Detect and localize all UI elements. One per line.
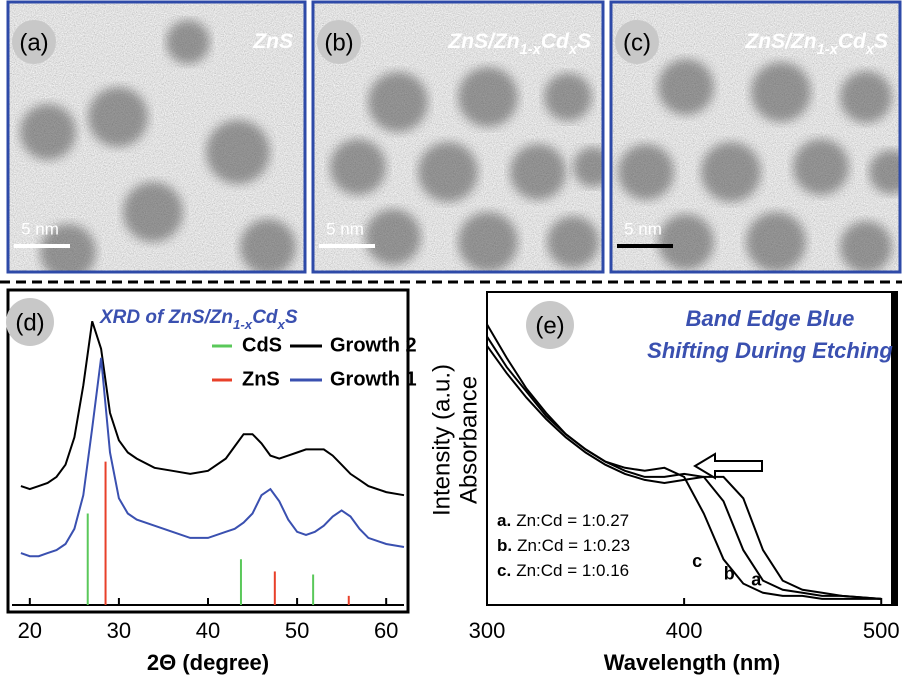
panel-label: (a) (19, 29, 48, 56)
shift-arrow (695, 454, 762, 478)
nanoparticle (840, 221, 892, 273)
legend-label: Growth 2 (330, 334, 417, 356)
x-axis-label: Wavelength (nm) (604, 650, 780, 675)
nanoparticle (510, 144, 566, 200)
nanoparticle (544, 73, 592, 121)
nanoparticle (123, 182, 183, 242)
nanoparticle (840, 71, 892, 123)
x-tick-label: 50 (285, 618, 309, 643)
legend-label: Growth 1 (330, 368, 417, 390)
curve-label: b (724, 563, 735, 583)
legend-note: c. Zn:Cd = 1:0.16 (497, 561, 629, 580)
nanoparticle (206, 120, 270, 184)
nanoparticle (418, 142, 478, 202)
scale-label: 5 nm (326, 219, 364, 238)
title-part: 1-x (817, 42, 839, 58)
legend-label: CdS (242, 334, 282, 356)
nanoparticle (368, 72, 428, 132)
x-tick-label: 300 (469, 618, 506, 643)
chart-title: XRD of ZnS/Zn1-xCdxS (99, 307, 298, 332)
nanoparticle (618, 144, 674, 200)
nanoparticle (746, 212, 806, 272)
title-part: S (285, 307, 298, 328)
nanoparticle (88, 87, 148, 147)
data-line (487, 337, 881, 599)
chart-title: Shifting During Etching (647, 338, 893, 363)
title-part: Cd (541, 30, 570, 53)
nanoparticle (458, 67, 518, 127)
panel-label: (d) (15, 309, 44, 336)
title-part: 1-x (520, 42, 542, 58)
title-part: S (577, 30, 591, 53)
nanoparticle (365, 209, 421, 265)
note-text: Zn:Cd = 1:0.16 (516, 561, 629, 580)
x-tick-label: 40 (196, 618, 220, 643)
nanoparticle (793, 139, 849, 195)
title-part: S (874, 30, 888, 53)
scale-label: 5 nm (624, 219, 662, 238)
panel-label: (e) (535, 312, 564, 339)
title-part: ZnS/Zn (744, 30, 816, 53)
nanoparticle (458, 212, 518, 272)
y-axis-label: Absorbance (455, 376, 482, 504)
nanoparticle (547, 216, 599, 268)
scale-label: 5 nm (21, 219, 59, 238)
legend-note: b. Zn:Cd = 1:0.23 (497, 536, 630, 555)
title-part: Cd (838, 30, 867, 53)
nanoparticle (658, 59, 714, 115)
note-key: c. (497, 561, 511, 580)
nanoparticle (20, 104, 76, 160)
legend-note: a. Zn:Cd = 1:0.27 (497, 511, 629, 530)
title-part: 1-x (233, 317, 253, 332)
x-tick-label: 30 (107, 618, 131, 643)
x-axis-label: 2Θ (degree) (147, 650, 269, 675)
note-key: b. (497, 536, 512, 555)
panel-label: (b) (324, 29, 353, 56)
figure: (a)ZnS5 nm(b)ZnS/Zn1-xCdxS5 nm(c)ZnS/Zn1… (0, 0, 902, 678)
legend-label: ZnS (242, 368, 280, 390)
nanoparticle (701, 142, 761, 202)
y-axis-label: Intensity (a.u.) (428, 364, 455, 516)
panel-label: (c) (623, 29, 651, 56)
curve-label: a (751, 569, 762, 589)
note-text: Zn:Cd = 1:0.23 (517, 536, 630, 555)
title-part: XRD of ZnS/Zn (99, 307, 233, 328)
nanoparticle (658, 214, 714, 270)
x-tick-label: 400 (666, 618, 703, 643)
x-tick-label: 500 (863, 618, 900, 643)
panel-title: ZnS (252, 30, 293, 53)
note-key: a. (497, 511, 511, 530)
chart-title: Band Edge Blue (686, 306, 855, 331)
nanoparticle (330, 139, 386, 195)
nanoparticle (751, 62, 811, 122)
nanoparticle (573, 147, 613, 187)
title-part: Cd (252, 307, 278, 328)
nanoparticle (166, 20, 210, 64)
x-tick-label: 60 (374, 618, 398, 643)
title-part: ZnS/Zn (447, 30, 519, 53)
curve-label: c (692, 551, 702, 571)
title-part: ZnS (252, 30, 293, 53)
note-text: Zn:Cd = 1:0.27 (516, 511, 629, 530)
data-line (487, 324, 881, 599)
nanoparticle (240, 219, 296, 275)
x-tick-label: 20 (18, 618, 42, 643)
